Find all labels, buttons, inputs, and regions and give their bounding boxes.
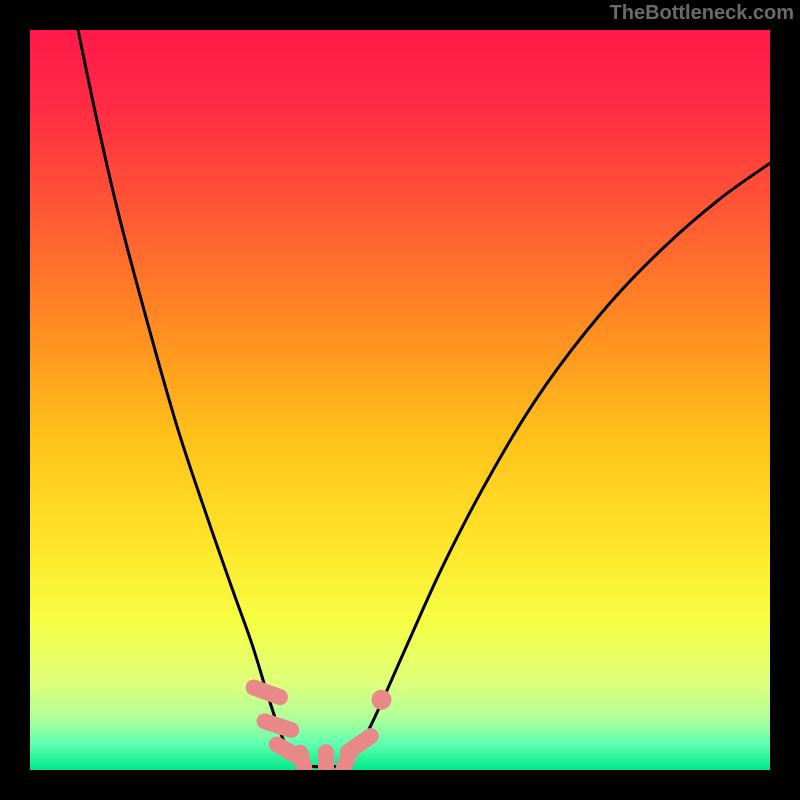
plot-area <box>30 30 770 770</box>
marker-right-1 <box>372 690 392 710</box>
curve-layer <box>30 30 770 770</box>
marker-left-0 <box>254 688 280 698</box>
chart-frame: TheBottleneck.com <box>0 0 800 800</box>
curve-left-branch <box>78 30 304 766</box>
curve-right-branch <box>345 163 771 766</box>
marker-right-0 <box>348 736 371 752</box>
watermark-text: TheBottleneck.com <box>610 2 794 25</box>
marker-left-1 <box>265 721 292 730</box>
marker-bottom-0 <box>300 753 307 770</box>
